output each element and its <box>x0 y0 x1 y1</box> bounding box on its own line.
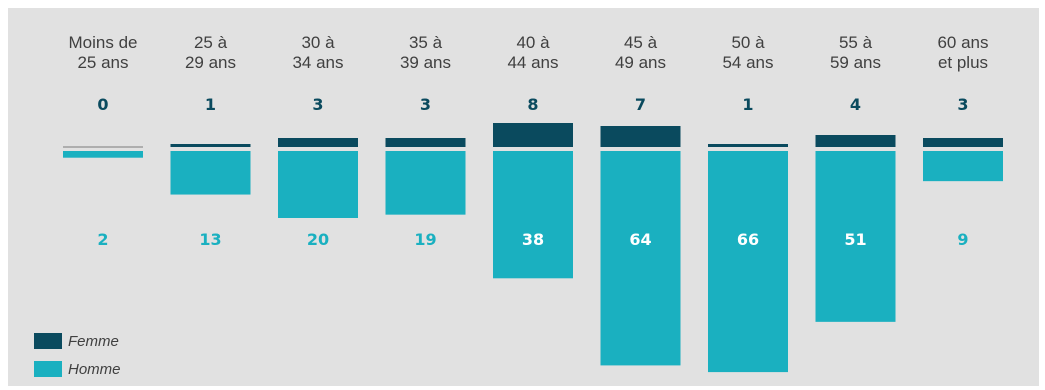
category-label: 45 à 49 ans <box>615 33 666 72</box>
homme-bar <box>278 151 358 218</box>
homme-bar <box>923 151 1003 182</box>
homme-series: 2 13 20 19 38 64 66 51 9 <box>63 151 1003 373</box>
femme-bar <box>815 135 896 147</box>
homme-value-label: 13 <box>199 230 221 249</box>
femme-value-label: 1 <box>742 95 753 114</box>
category-label: 30 à 34 ans <box>292 33 343 72</box>
femme-value-label: 4 <box>850 95 861 114</box>
homme-value-label: 9 <box>957 230 968 249</box>
femme-bar <box>385 138 466 147</box>
legend-label: Homme <box>68 361 121 378</box>
femme-bar <box>708 144 788 147</box>
femme-bar <box>923 138 1003 147</box>
homme-bar <box>170 151 251 195</box>
category-label: Moins de 25 ans <box>69 33 138 72</box>
homme-value-label: 20 <box>307 230 329 249</box>
homme-value-label: 51 <box>844 230 866 249</box>
category-label: 25 à 29 ans <box>185 33 236 72</box>
legend-swatch <box>34 333 62 349</box>
femme-value-label: 3 <box>312 95 323 114</box>
homme-bar <box>63 151 143 158</box>
legend-item: Femme <box>34 333 119 350</box>
femme-bar <box>278 138 358 147</box>
homme-bar <box>708 151 788 373</box>
homme-value-label: 66 <box>737 230 759 249</box>
femme-value-label: 0 <box>97 95 108 114</box>
homme-value-label: 64 <box>629 230 651 249</box>
category-label: 55 à 59 ans <box>830 33 881 72</box>
femme-value-label: 1 <box>205 95 216 114</box>
femme-bar <box>600 126 681 147</box>
legend-swatch <box>34 361 62 377</box>
category-label: 40 à 44 ans <box>507 33 558 72</box>
femme-value-label: 8 <box>527 95 538 114</box>
homme-value-label: 19 <box>414 230 436 249</box>
homme-value-label: 38 <box>522 230 544 249</box>
homme-bar <box>600 151 681 366</box>
category-labels: Moins de 25 ans 25 à 29 ans 30 à 34 ans 35 à 39… <box>69 33 989 72</box>
femme-value-label: 3 <box>957 95 968 114</box>
legend-item: Homme <box>34 361 121 378</box>
homme-value-label: 2 <box>97 230 108 249</box>
category-label: 60 ans et plus <box>937 33 988 72</box>
femme-value-label: 7 <box>635 95 646 114</box>
femme-bar <box>63 146 143 148</box>
homme-bar <box>815 151 896 322</box>
femme-series: 0 1 3 3 8 7 1 4 3 <box>63 95 1003 148</box>
category-label: 35 à 39 ans <box>400 33 451 72</box>
femme-bar <box>493 123 573 147</box>
femme-bar <box>170 144 251 147</box>
femme-value-label: 3 <box>420 95 431 114</box>
homme-bar <box>385 151 466 215</box>
category-label: 50 à 54 ans <box>722 33 773 72</box>
legend-label: Femme <box>68 333 119 350</box>
homme-bar <box>493 151 573 279</box>
legend: Femme Homme <box>34 333 121 378</box>
